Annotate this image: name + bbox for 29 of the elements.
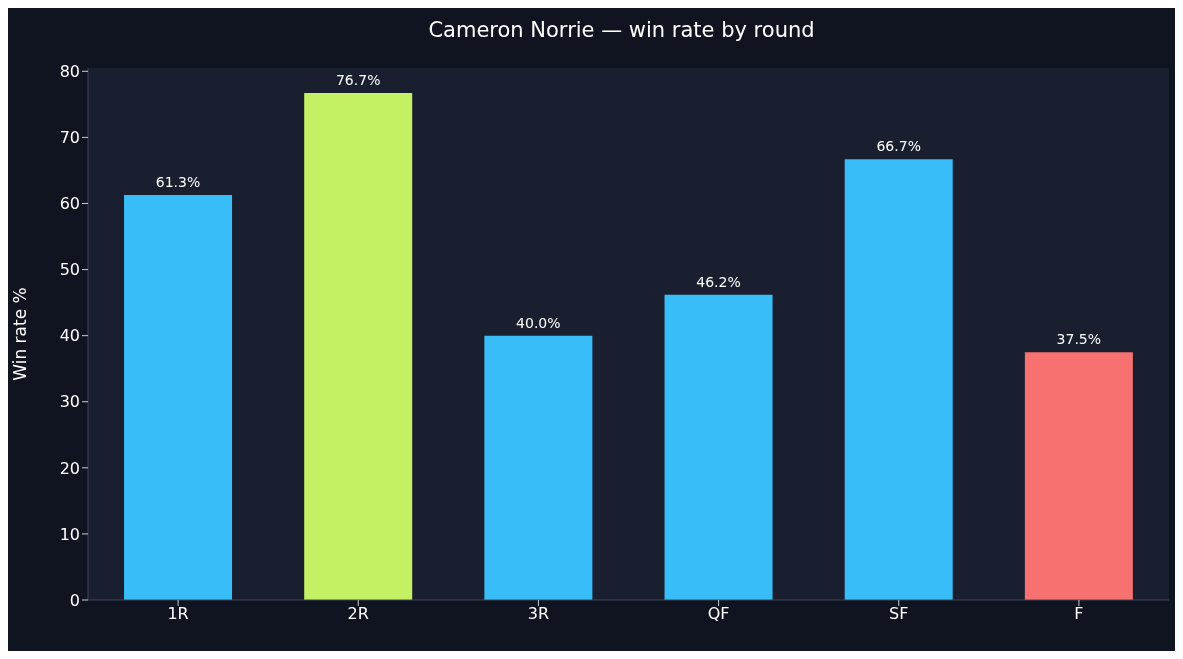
y-tick-label: 60 [59,194,80,214]
chart-title: Cameron Norrie — win rate by round [427,17,816,44]
x-tick-label: 3R [527,604,550,624]
x-tick-label: 1R [167,604,189,624]
bar [844,159,953,600]
y-tick-label: 0 [69,590,80,610]
data-label: 40.0% [516,314,561,331]
y-axis-title: Win rate % [10,287,31,381]
data-label: 46.2% [696,273,741,290]
bar [1024,352,1133,600]
bar [484,335,593,600]
x-tick-label: 2R [347,604,369,624]
x-tick-label: SF [889,604,909,624]
bar [124,194,233,600]
y-tick-label: 70 [59,128,80,148]
x-tick-label: F [1074,604,1084,624]
y-tick-label: 10 [59,524,80,544]
y-tick-label: 20 [59,458,80,478]
y-tick-label: 40 [59,326,80,346]
y-tick-label: 50 [59,260,80,280]
y-tick-label: 80 [59,61,80,81]
data-label: 76.7% [335,72,381,89]
x-tick-label: QF [707,604,730,624]
y-tick-label: 30 [59,392,80,412]
data-label: 66.7% [876,138,921,155]
data-label: 61.3% [155,173,201,190]
bar [304,93,413,600]
data-label: 37.5% [1056,331,1102,348]
bar [664,294,773,600]
